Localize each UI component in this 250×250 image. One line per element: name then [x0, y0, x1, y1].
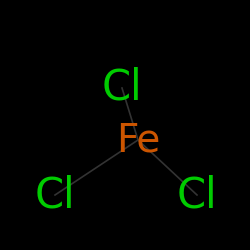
Text: Cl: Cl [35, 174, 75, 216]
Text: Cl: Cl [102, 67, 142, 109]
Text: Fe: Fe [116, 121, 160, 159]
Text: Cl: Cl [177, 174, 217, 216]
